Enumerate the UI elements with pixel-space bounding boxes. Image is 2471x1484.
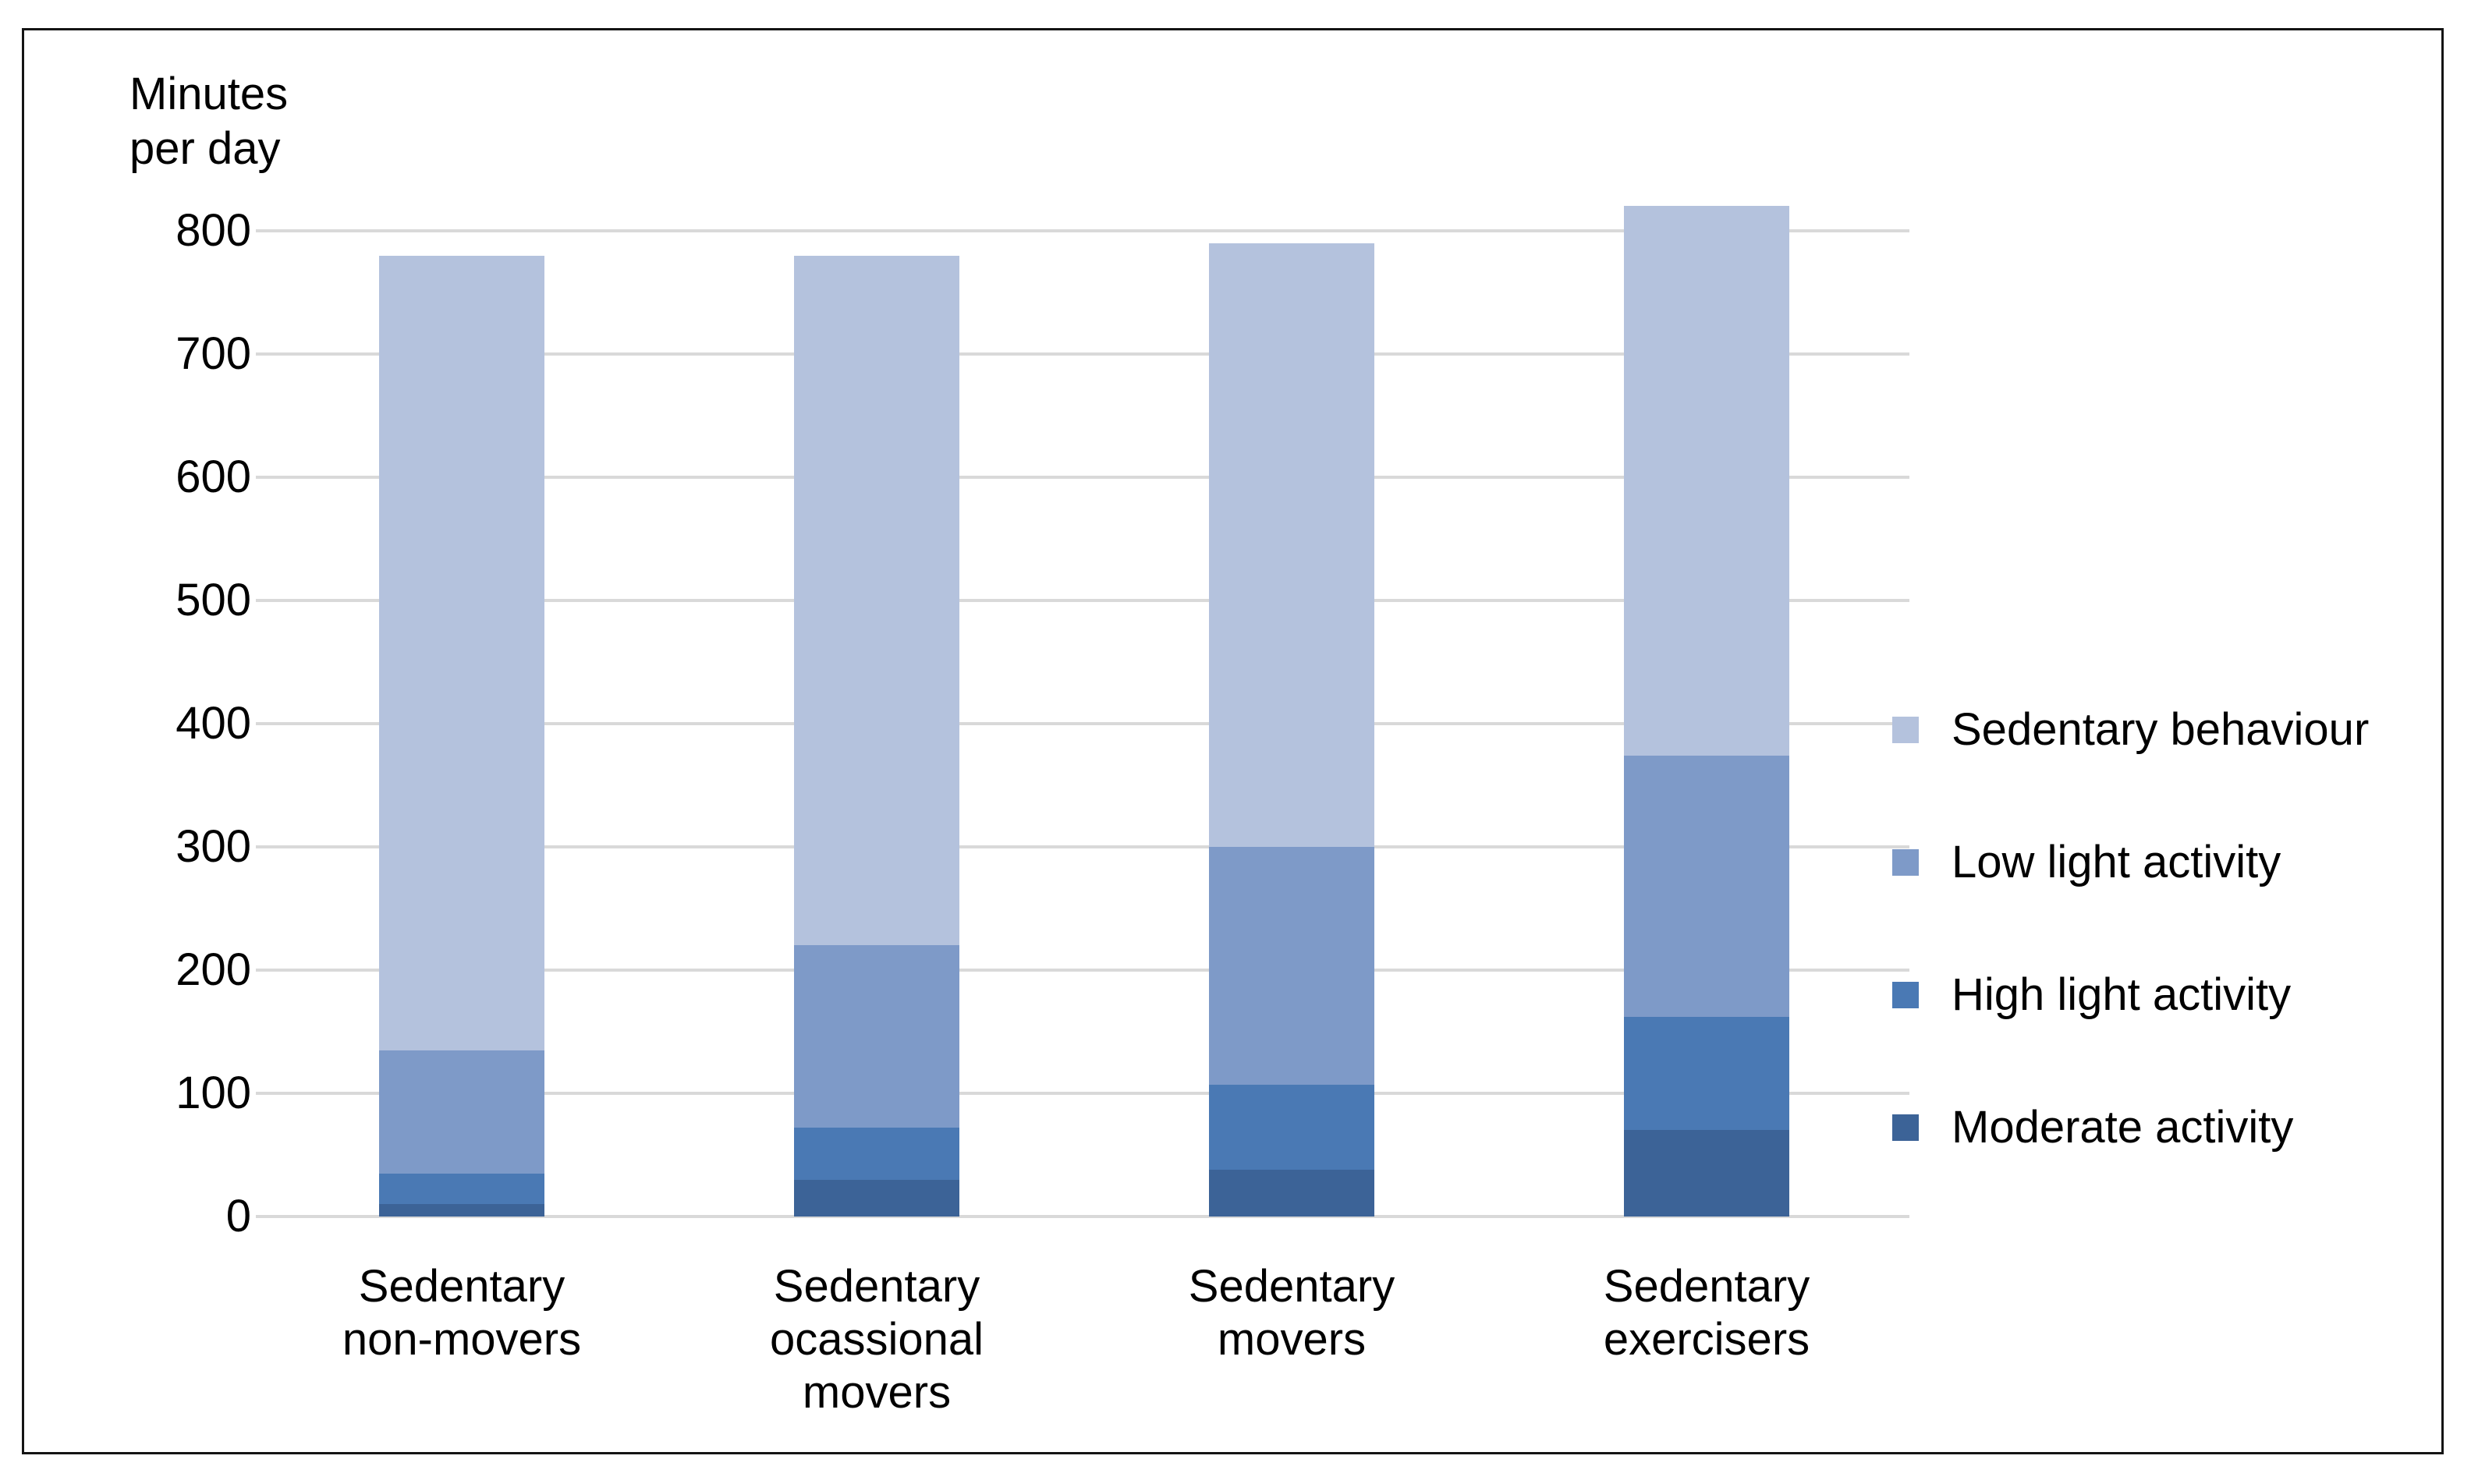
legend-swatch: [1892, 982, 1919, 1008]
bar-segment: [794, 1179, 959, 1217]
x-axis-category-label: Sedentary movers: [1128, 1260, 1455, 1366]
gridline: [256, 969, 1909, 972]
x-axis-category-label-line: Sedentary: [1603, 1261, 1810, 1312]
y-axis-tick-label: 600: [175, 452, 251, 502]
y-axis-tick-label: 200: [175, 944, 251, 995]
x-axis-category-label: Sedentary ocassional movers: [713, 1260, 1041, 1419]
gridline: [256, 722, 1909, 725]
y-axis-tick-label: 400: [175, 698, 251, 749]
bar-segment: [1209, 1169, 1374, 1217]
gridline: [256, 229, 1909, 232]
chart-title-line-1: Minutes: [129, 69, 289, 119]
x-axis-category-label-line: movers: [802, 1367, 952, 1418]
y-axis-tick-label: 500: [175, 575, 251, 625]
legend-swatch: [1892, 717, 1919, 743]
x-axis-category-label-line: non-movers: [342, 1314, 582, 1365]
x-axis-category-label: Sedentary exercisers: [1543, 1260, 1870, 1366]
bar-segment: [1624, 1130, 1789, 1217]
bar-segment: [794, 255, 959, 946]
bar-segment: [794, 945, 959, 1128]
legend-swatch: [1892, 1114, 1919, 1141]
bar-segment: [379, 255, 544, 1050]
chart-title-line-2: per day: [129, 123, 281, 174]
gridline: [256, 1092, 1909, 1095]
bar-segment: [379, 1173, 544, 1205]
x-axis-category-label-line: ocassional: [769, 1314, 984, 1365]
legend-item-label: Sedentary behaviour: [1952, 704, 2370, 755]
x-axis-category-label-line: exercisers: [1603, 1314, 1810, 1365]
y-axis-tick-label: 700: [175, 328, 251, 379]
bar-segment: [1624, 206, 1789, 756]
legend-swatch: [1892, 849, 1919, 876]
bar-segment: [1624, 756, 1789, 1018]
bar-segment: [1624, 1017, 1789, 1131]
bar-segment: [1209, 847, 1374, 1085]
legend-item-label: High light activity: [1952, 969, 2292, 1020]
bar-segment: [1209, 243, 1374, 847]
y-axis-tick-label: 800: [175, 205, 251, 256]
x-axis-category-label-line: Sedentary: [358, 1261, 565, 1312]
x-axis-category-label-line: Sedentary: [773, 1261, 980, 1312]
gridline: [256, 476, 1909, 479]
bar-segment: [379, 1204, 544, 1217]
bar-segment: [379, 1050, 544, 1174]
x-axis-category-label-line: Sedentary: [1188, 1261, 1395, 1312]
x-axis-baseline: [256, 1215, 1909, 1218]
gridline: [256, 599, 1909, 602]
chart-title: Minutes per day: [129, 67, 288, 176]
bar-segment: [794, 1128, 959, 1180]
y-axis-tick-label: 100: [175, 1068, 251, 1118]
y-axis-tick-label: 0: [225, 1191, 251, 1241]
gridline: [256, 352, 1909, 356]
y-axis-tick-label: 300: [175, 821, 251, 872]
x-axis-category-label-line: movers: [1217, 1314, 1367, 1365]
legend-item-label: Low light activity: [1952, 837, 2281, 887]
gridline: [256, 845, 1909, 848]
legend-item-label: Moderate activity: [1952, 1102, 2294, 1153]
x-axis-category-label: Sedentary non-movers: [298, 1260, 626, 1366]
bar-segment: [1209, 1084, 1374, 1170]
